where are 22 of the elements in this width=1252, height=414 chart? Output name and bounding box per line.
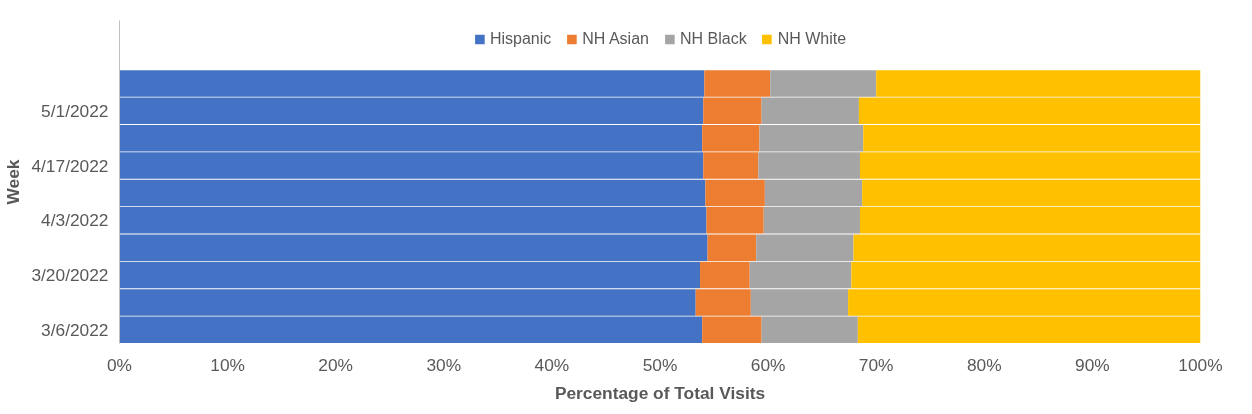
x-tick-label: 10% — [210, 354, 245, 375]
y-axis-title: Week — [3, 159, 24, 205]
y-tick-label: 5/1/2022 — [41, 100, 109, 121]
y-tick-label: 4/3/2022 — [41, 210, 109, 231]
legend-label: Hispanic — [489, 30, 552, 48]
y-tick-label: 3/6/2022 — [41, 319, 109, 340]
x-tick-label: 20% — [318, 354, 354, 375]
x-tick-label: 80% — [966, 354, 1002, 375]
x-tick-label: 50% — [642, 354, 678, 375]
x-axis-title: Percentage of Total Visits — [554, 382, 766, 403]
x-tick-label: 100% — [1178, 354, 1223, 375]
x-tick-label: 90% — [1075, 354, 1110, 375]
y-tick-label: 3/20/2022 — [31, 265, 109, 286]
legend-label: NH White — [777, 30, 847, 48]
x-tick-label: 70% — [858, 354, 894, 375]
y-tick-label: 4/17/2022 — [31, 155, 109, 176]
legend-label: NH Black — [679, 30, 747, 48]
x-tick-label: 60% — [750, 354, 786, 375]
legend-label: NH Asian — [582, 30, 649, 48]
x-tick-label: 30% — [426, 354, 462, 375]
x-tick-label: 0% — [106, 354, 133, 375]
x-tick-label: 40% — [534, 354, 570, 375]
